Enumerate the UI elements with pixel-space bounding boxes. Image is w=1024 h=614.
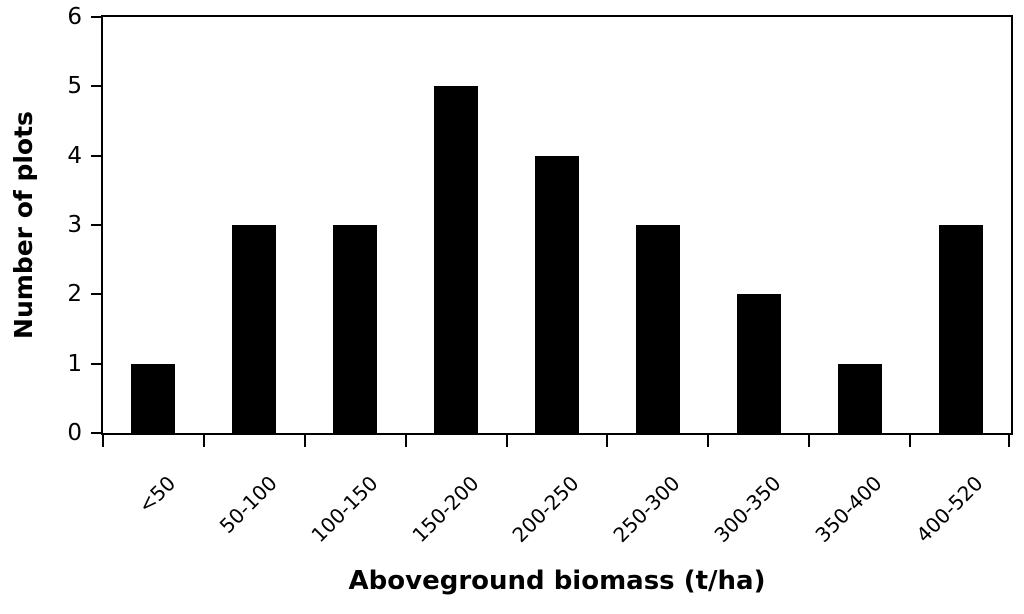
bar-300-350 (736, 294, 781, 433)
x-category-label: 100-150 (306, 471, 383, 548)
y-tick-label: 5 (67, 73, 82, 100)
y-axis-tick (91, 154, 101, 157)
x-axis-tick (808, 435, 811, 447)
x-axis-tick (1008, 435, 1010, 447)
y-axis-tick (91, 362, 101, 365)
bar-<50 (131, 363, 176, 433)
x-axis-tick (606, 435, 609, 447)
y-tick-label: 6 (67, 4, 82, 30)
x-category-label: 200-250 (507, 471, 584, 548)
y-tick-label: 3 (67, 212, 82, 238)
x-axis-tick (707, 435, 710, 447)
y-axis-tick (91, 85, 101, 88)
plot-area (101, 15, 1013, 435)
x-axis-tick (404, 435, 407, 447)
bar-100-150 (333, 225, 378, 433)
x-axis-tick (909, 435, 912, 447)
x-axis-tick (505, 435, 508, 447)
y-axis-tick (91, 16, 101, 18)
bar-250-300 (635, 225, 680, 433)
x-axis-tick (202, 435, 205, 447)
x-category-label: <50 (133, 471, 181, 518)
x-category-label: 50-100 (214, 471, 282, 539)
x-category-label: 250-300 (608, 471, 685, 548)
bar-400-520 (938, 225, 983, 433)
bar-50-100 (232, 225, 277, 433)
y-tick-label: 4 (67, 142, 82, 169)
y-axis-tick (91, 293, 101, 296)
y-tick-label: 0 (67, 420, 82, 446)
y-axis-tick (91, 224, 101, 226)
x-category-label: 350-400 (810, 471, 887, 548)
x-category-label: 150-200 (407, 471, 484, 548)
y-tick-label: 2 (67, 281, 82, 308)
x-axis-tick (303, 435, 306, 447)
bar-150-200 (434, 86, 479, 433)
x-category-label: 400-520 (911, 471, 988, 548)
y-tick-label: 1 (67, 350, 82, 377)
x-axis-title: Aboveground biomass (t/ha) (348, 566, 766, 596)
bar-200-250 (535, 155, 579, 433)
y-axis-tick (91, 432, 101, 434)
bar-350-400 (837, 363, 882, 433)
x-axis-tick (102, 435, 104, 447)
x-category-label: 300-350 (709, 471, 786, 548)
